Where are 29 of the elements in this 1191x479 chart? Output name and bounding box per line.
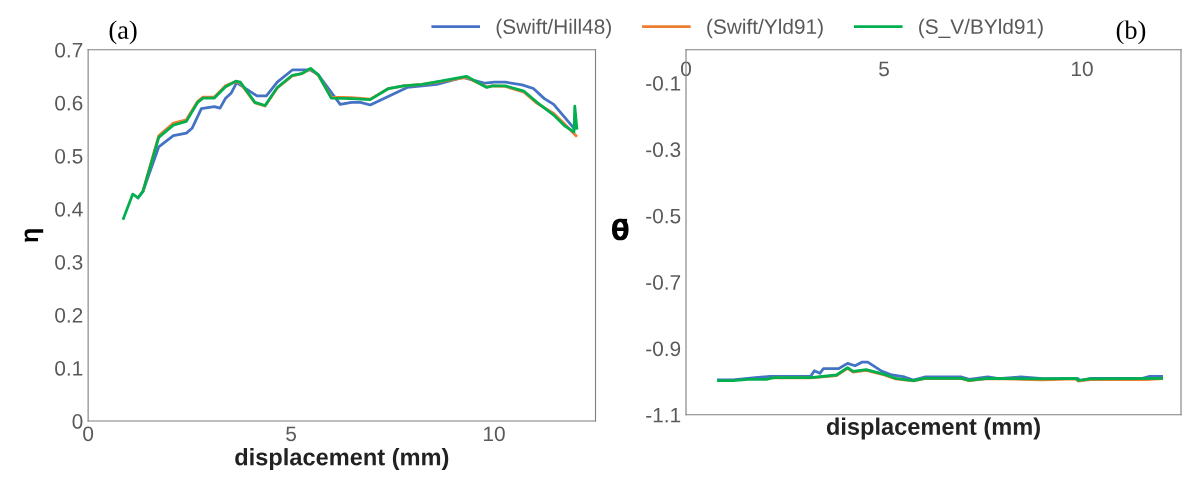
y-tick-label: -0.5	[646, 208, 681, 224]
y-axis-title: η	[24, 229, 44, 242]
legend-label: (S_V/BYld91)	[919, 18, 1043, 39]
y-tick-label: 0	[72, 414, 83, 429]
legend-label: (Swift/Hill48)	[496, 18, 611, 39]
y-tick-label: -0.9	[646, 341, 681, 357]
y-tick-label: -0.7	[646, 275, 681, 290]
y-tick-label: 0.2	[55, 307, 83, 323]
y-tick-label: 0.4	[55, 201, 83, 217]
y-tick-label: 0.7	[55, 42, 83, 58]
x-tick-label: 0	[83, 426, 94, 442]
legend-label: (Swift/Yld91)	[707, 18, 823, 39]
y-axis-title: θ̄	[611, 218, 629, 241]
y-tick-label: 0.6	[55, 95, 83, 111]
chart-title: (b)	[1116, 20, 1146, 45]
x-axis-title: displacement (mm)	[235, 448, 449, 471]
y-tick-label: 0.3	[55, 254, 83, 270]
x-tick-label: 5	[879, 61, 889, 77]
y-tick-label: 0.5	[55, 148, 83, 164]
x-axis-title: displacement (mm)	[826, 417, 1040, 440]
x-tick-label: 0	[681, 61, 691, 77]
y-tick-label: -0.3	[646, 142, 681, 158]
y-tick-label: 0.1	[55, 361, 83, 376]
y-tick-label: -1.1	[646, 408, 681, 423]
x-tick-label: 10	[484, 426, 505, 442]
x-tick-label: 10	[1072, 61, 1093, 77]
chart-title: (a)	[109, 20, 137, 45]
y-tick-label: -0.1	[646, 76, 681, 91]
x-tick-label: 5	[286, 426, 296, 442]
